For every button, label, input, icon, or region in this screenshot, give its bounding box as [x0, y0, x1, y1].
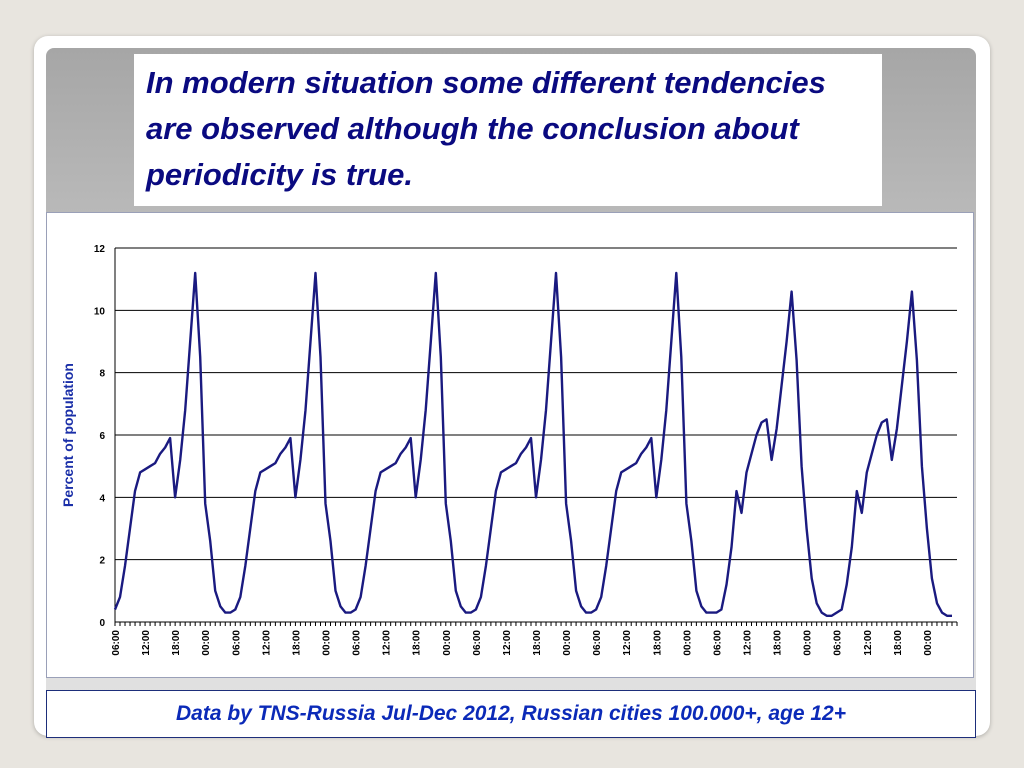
x-tick-label: 18:00 — [773, 630, 784, 656]
y-tick-label: 8 — [99, 369, 105, 380]
x-tick-label: 18:00 — [893, 630, 904, 656]
y-tick-label: 2 — [99, 556, 105, 567]
x-tick-label: 12:00 — [502, 630, 513, 656]
x-tick-label: 06:00 — [111, 630, 122, 656]
x-tick-label: 18:00 — [412, 630, 423, 656]
x-tick-label: 00:00 — [442, 630, 453, 656]
x-tick-label: 12:00 — [382, 630, 393, 656]
line-chart: 0 2 4 6 8 10 12 06:00 12:00 18:00 00:00 06:00 12:00 1… — [60, 244, 958, 656]
slide-headline: In modern situation some different tende… — [134, 54, 882, 206]
x-tick-label: 18:00 — [652, 630, 663, 656]
x-tick-label: 12:00 — [261, 630, 272, 656]
x-tick-label: 06:00 — [712, 630, 723, 656]
y-tick-label: 6 — [99, 431, 105, 442]
x-tick-label: 12:00 — [863, 630, 874, 656]
x-tick-label: 00:00 — [322, 630, 333, 656]
y-tick-label: 10 — [94, 306, 106, 317]
x-tick-label: 00:00 — [562, 630, 573, 656]
x-tick-label: 00:00 — [201, 630, 212, 656]
x-tick-label: 06:00 — [231, 630, 242, 656]
x-tick-label: 18:00 — [291, 630, 302, 656]
y-tick-label: 4 — [99, 493, 105, 504]
x-tick-label: 06:00 — [472, 630, 483, 656]
x-tick-label: 06:00 — [592, 630, 603, 656]
x-tick-label: 18:00 — [532, 630, 543, 656]
series-line — [113, 271, 952, 617]
x-tick-label: 00:00 — [682, 630, 693, 656]
x-tick-label: 12:00 — [743, 630, 754, 656]
y-tick-label: 0 — [99, 618, 105, 629]
y-tick-label: 12 — [94, 244, 106, 255]
data-source-caption: Data by TNS-Russia Jul-Dec 2012, Russian… — [46, 690, 976, 738]
x-tick-label: 06:00 — [833, 630, 844, 656]
chart-area: 0 2 4 6 8 10 12 06:00 12:00 18:00 00:00 06:00 12:00 1… — [46, 212, 974, 678]
x-tick-label: 00:00 — [923, 630, 934, 656]
x-tick-label: 12:00 — [622, 630, 633, 656]
y-axis-label: Percent of population — [60, 363, 76, 507]
x-tick-label: 00:00 — [803, 630, 814, 656]
x-tick-label: 12:00 — [141, 630, 152, 656]
x-tick-label: 06:00 — [352, 630, 363, 656]
x-tick-label: 18:00 — [171, 630, 182, 656]
